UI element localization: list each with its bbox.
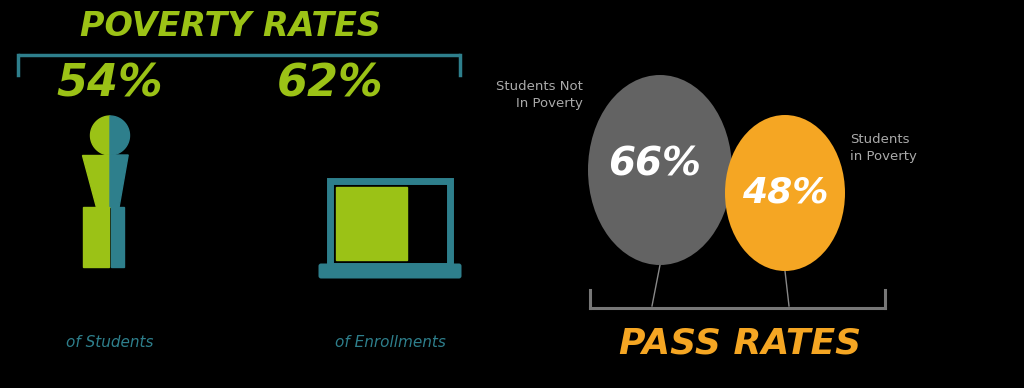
Text: PASS RATES: PASS RATES	[618, 326, 861, 360]
Polygon shape	[82, 155, 110, 207]
Polygon shape	[336, 187, 408, 260]
Text: POVERTY RATES: POVERTY RATES	[80, 10, 381, 43]
Text: 62%: 62%	[276, 63, 383, 106]
Polygon shape	[111, 207, 124, 267]
Polygon shape	[110, 155, 128, 207]
Text: of Enrollments: of Enrollments	[335, 335, 445, 350]
Text: 48%: 48%	[741, 176, 828, 210]
Ellipse shape	[588, 75, 732, 265]
FancyBboxPatch shape	[318, 263, 462, 279]
Polygon shape	[83, 207, 109, 267]
Text: of Students: of Students	[67, 335, 154, 350]
Text: Students Not
In Poverty: Students Not In Poverty	[496, 80, 583, 110]
Text: 54%: 54%	[56, 63, 163, 106]
Text: 66%: 66%	[608, 146, 701, 184]
Polygon shape	[110, 116, 129, 155]
Text: Students
in Poverty: Students in Poverty	[850, 133, 916, 163]
Ellipse shape	[725, 115, 845, 271]
Polygon shape	[90, 116, 110, 155]
